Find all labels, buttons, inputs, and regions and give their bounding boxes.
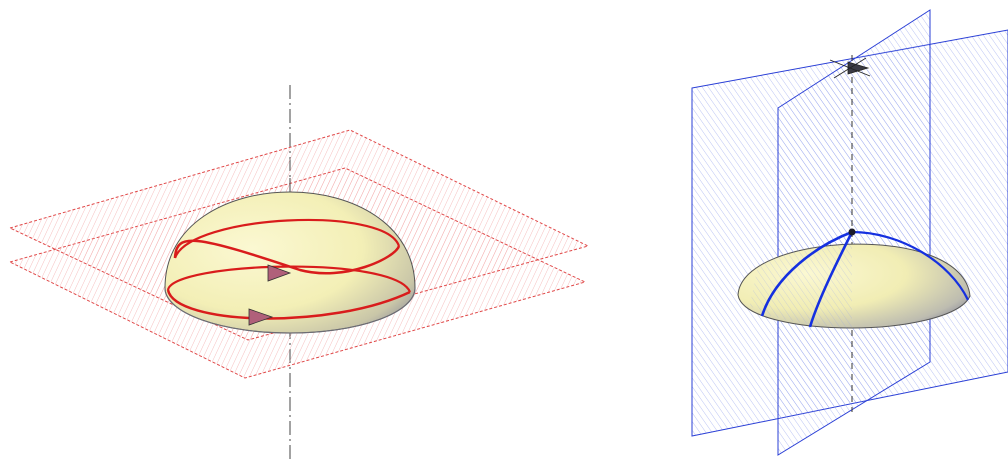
left-upper-arrow-icon (267, 264, 292, 282)
left-lower-curve-back (166, 265, 412, 293)
right-pole-point (848, 228, 856, 236)
right-panel (691, 9, 1008, 456)
left-hemisphere-rim (164, 287, 416, 334)
right-meridian-1 (760, 230, 853, 317)
right-top-cross-2 (833, 57, 867, 79)
right-meridian-back (851, 230, 969, 301)
left-panel (8, 85, 590, 460)
left-upper-curve-back (173, 218, 401, 259)
left-lower-arrow-icon (248, 308, 274, 326)
right-meridian-2 (808, 231, 854, 328)
right-hemisphere-hatch (750, 232, 852, 328)
left-upper-curve (173, 239, 401, 275)
